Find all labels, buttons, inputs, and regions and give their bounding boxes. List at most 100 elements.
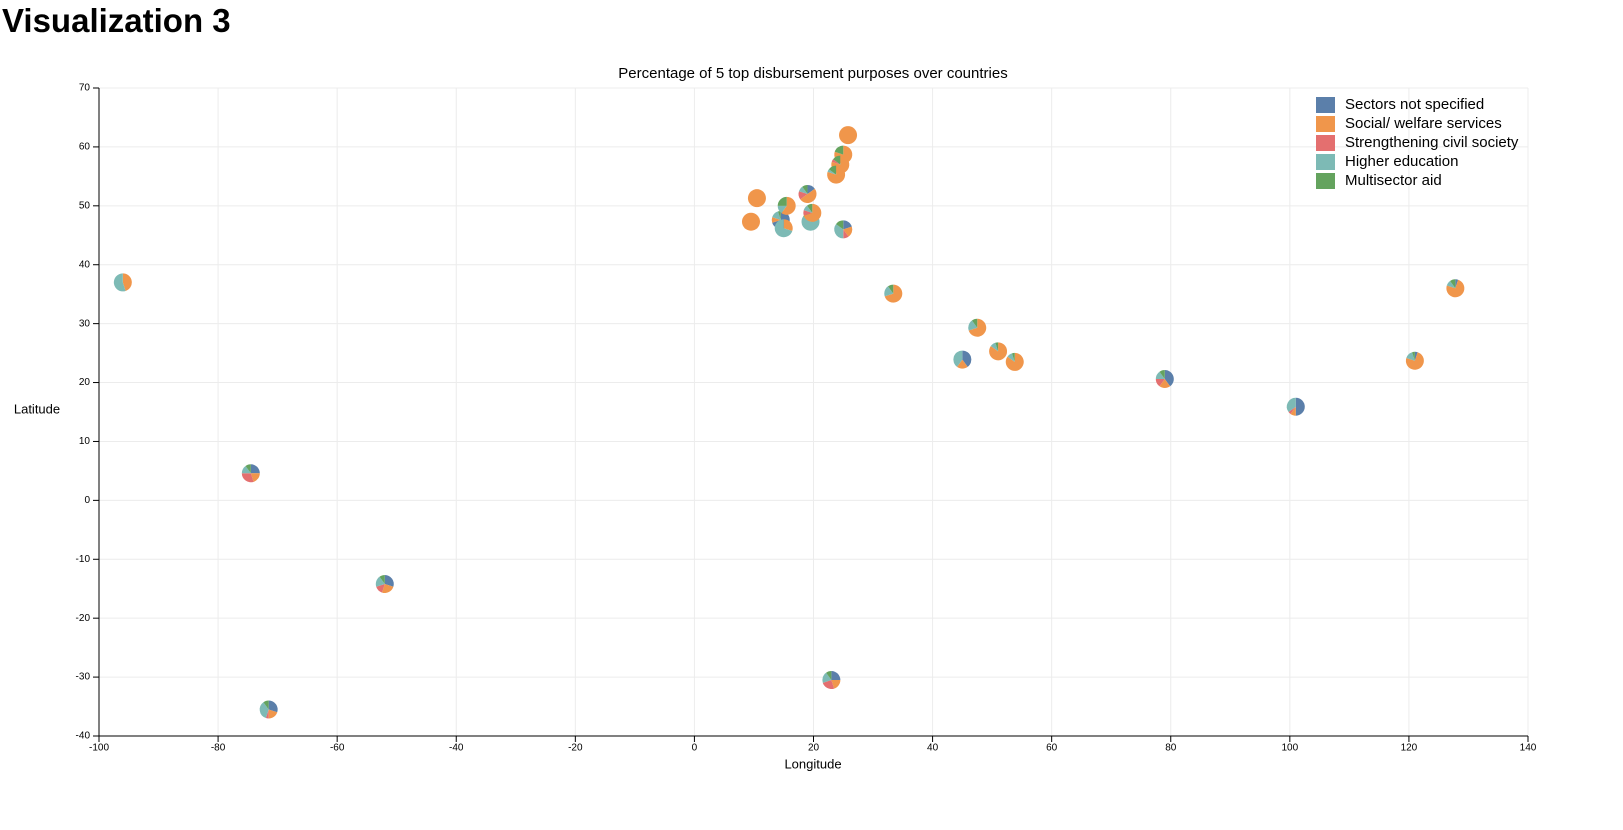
legend-swatch [1316,116,1335,132]
pie-slice [827,169,837,175]
y-axis-label: Latitude [14,401,60,416]
pie-slice [1005,352,1024,371]
pie-slice [798,191,808,200]
pie [241,464,260,483]
pie [747,189,766,208]
pie [1005,352,1024,371]
pie-slice [887,284,894,294]
pie-slice [802,185,808,195]
pie-slice [1295,397,1305,416]
pie-slice [807,203,813,213]
pie-slice [241,473,254,483]
pie-slice [747,189,766,208]
pie-slice [957,359,968,369]
x-tick-label: 80 [1165,743,1177,754]
pie-slice [835,220,844,230]
pie-slice [1011,352,1015,362]
legend-label: Sectors not specified [1345,96,1484,113]
legend-label: Higher education [1345,153,1458,170]
pie-slice [1446,281,1456,289]
legend-swatch [1316,135,1335,151]
pie [822,671,841,690]
pie [375,575,394,594]
pie [953,350,972,369]
x-tick-label: 40 [927,743,939,754]
pie-slice [1405,352,1424,370]
pie-slice [803,210,813,216]
y-tick-label: 30 [79,318,91,329]
y-tick-label: 50 [79,200,91,211]
pie-slice [834,145,844,155]
pie-slice [1412,351,1415,361]
pie-slice [843,220,852,230]
pie-slice [379,575,385,585]
pie-slice [839,126,858,145]
pie-slice [834,224,844,239]
pie-slice [1414,351,1418,361]
legend-swatch [1316,154,1335,170]
pie [884,284,903,303]
pie-slice [831,159,841,165]
pie-slice [1159,370,1165,380]
x-tick-label: -80 [211,743,226,754]
y-tick-label: 60 [79,142,91,153]
pie-slice [122,273,132,291]
pie-slice [772,211,781,220]
pie-slice [953,350,963,367]
y-tick-label: -20 [76,613,91,624]
pie-slice [1446,279,1465,298]
pie-slice [968,318,987,337]
pie-slice [771,217,781,223]
pie-slice [1455,279,1459,289]
pie-slice [1007,353,1015,362]
pie-slice [241,465,251,474]
pie-slice [833,155,841,165]
pie-slice [962,350,972,367]
pie-slice [376,584,385,593]
pie-slice [1155,379,1165,387]
pie-slice [1155,371,1165,380]
pie [1405,351,1424,370]
pie-slice [250,473,260,482]
pie-slice [382,584,394,594]
y-tick-label: -10 [76,554,91,565]
pie-slice [777,205,787,214]
y-tick-label: -30 [76,672,91,683]
pie-slice [995,342,999,352]
pie-slice [777,196,787,206]
pie [834,220,853,239]
legend-swatch [1316,173,1335,189]
pie-slice [831,680,841,689]
page-title: Visualization 3 [2,2,231,39]
pie [827,165,846,184]
pie [968,318,987,337]
pie-slice [1450,279,1456,289]
axes: -100 -80 -60 -40 -20 0 20 40 60 80 100 120 140-40-30… [76,83,1537,754]
pie-slice [1286,397,1296,412]
legend-label: Strengthening civil society [1345,134,1519,151]
x-tick-label: 100 [1281,743,1298,754]
pie-slice [822,672,832,683]
pie-slice [1164,370,1174,387]
pie [1446,279,1465,298]
pie-slice [990,342,999,352]
pie-slice [777,210,781,220]
pie-slice [268,709,278,719]
legend: Sectors not specified Social/ welfare ser… [1316,96,1519,189]
y-tick-label: 70 [79,83,91,94]
y-tick-label: 0 [84,495,90,506]
pie-slice [245,464,251,474]
pie-slice [971,318,978,328]
pie [1155,370,1174,389]
pie-slice [1290,406,1296,416]
pie [741,212,760,231]
pie-slice [774,219,793,238]
pie-slice [843,229,849,239]
x-axis-label: Longitude [784,756,841,771]
legend-label: Multisector aid [1345,172,1442,189]
pie-slice [741,212,760,231]
pie [839,126,858,145]
pie-slice [781,196,796,215]
grid [98,87,1529,737]
pie-slice [884,284,903,303]
